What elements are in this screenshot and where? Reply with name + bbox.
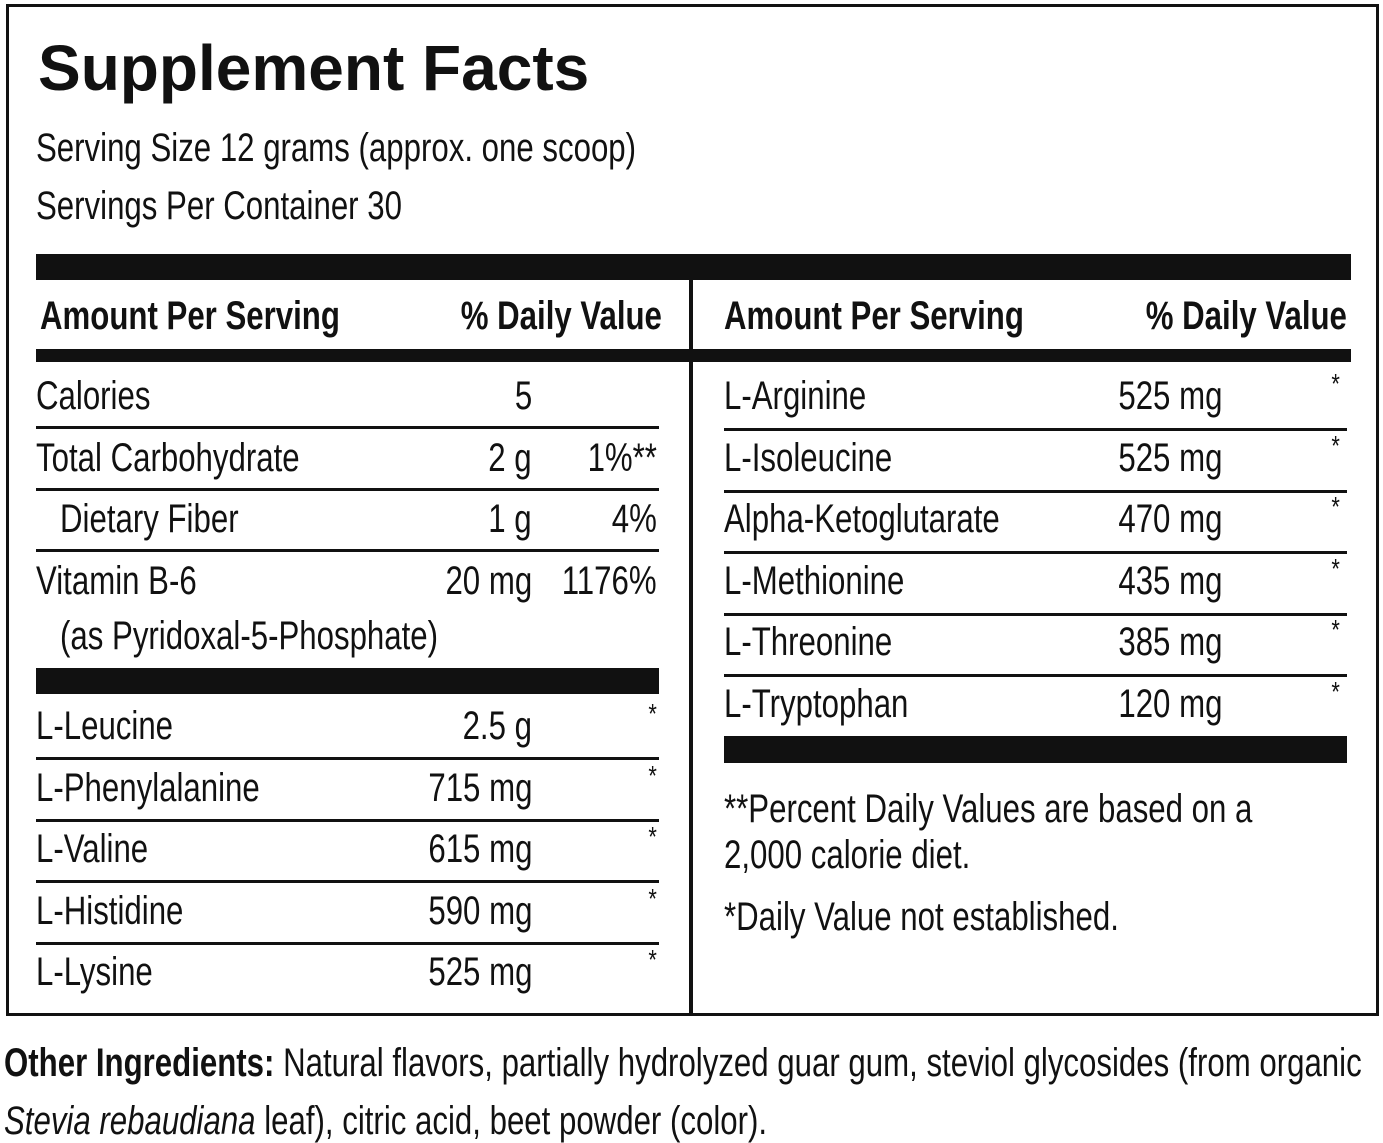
daily-value: 1%** [587,435,657,480]
nutrient-name: L-Methionine [724,558,905,603]
daily-value: * [648,698,657,729]
column-header: Amount Per Serving [40,294,340,338]
nutrient-note: (as Pyridoxal-5-Phosphate) [60,613,439,658]
nutrient-amount: 590 mg [427,888,532,933]
nutrient-amount: 435 mg [1117,558,1222,603]
column-header: % Daily Value [460,294,662,338]
row-rule [724,612,1347,616]
footnote: **Percent Daily Values are based on a 2,… [724,787,1253,877]
daily-value: * [648,759,657,791]
nutrient-amount: 525 mg [1117,374,1222,418]
nutrient-amount: 1 g [488,497,532,541]
footnote: *Daily Value not established. [724,895,1119,939]
daily-value: * [1331,614,1340,645]
row-rule [36,880,659,883]
ingredients-text: Natural flavors, partially hydrolyzed gu… [274,1041,1362,1085]
header-bar [36,349,1351,362]
nutrient-amount: 615 mg [427,827,532,871]
nutrient-amount: 470 mg [1117,497,1222,541]
other-ingredients: Other Ingredients: Natural flavors, part… [4,1034,1383,1143]
daily-value: * [648,944,657,975]
nutrient-amount: 385 mg [1117,620,1222,664]
nutrient-amount: 525 mg [1117,435,1222,480]
nutrient-amount: 525 mg [427,950,532,994]
nutrient-name: Vitamin B-6 [36,558,197,603]
nutrient-name: L-Tryptophan [724,681,909,726]
column-header: % Daily Value [1145,294,1347,338]
daily-value: * [1331,491,1340,522]
daily-value: * [648,821,657,852]
nutrient-name: Alpha-Ketoglutarate [724,497,1000,541]
row-rule [36,487,659,491]
daily-value: * [1331,368,1340,399]
nutrient-amount: 120 mg [1117,681,1222,726]
row-rule [36,818,659,822]
thick-bar [36,254,1351,280]
other-ingredients-label: Other Ingredients: [4,1041,275,1085]
nutrient-amount: 2.5 g [462,704,532,748]
nutrient-name: Dietary Fiber [60,497,239,541]
daily-value: * [1331,552,1340,584]
daily-value: * [648,882,657,914]
daily-value: 1176% [562,558,657,603]
nutrient-name: Calories [36,374,151,418]
group-bar [36,668,659,694]
nutrient-name: L-Arginine [724,374,867,418]
row-rule [724,674,1347,677]
nutrient-name: L-Isoleucine [724,435,893,480]
nutrient-name: L-Valine [36,827,149,871]
serving-size: Serving Size 12 grams (approx. one scoop… [36,126,637,170]
label-box [6,4,1379,1016]
daily-value: * [1331,675,1340,707]
row-rule [724,551,1347,554]
nutrient-amount: 715 mg [427,765,532,810]
nutrient-name: L-Histidine [36,888,184,933]
nutrient-amount: 5 [514,374,532,418]
servings-per-container: Servings Per Container 30 [36,184,402,228]
row-rule [724,428,1347,431]
nutrient-amount: 2 g [488,435,532,480]
end-bar [724,736,1347,763]
row-rule [724,489,1347,493]
nutrient-name: L-Phenylalanine [36,765,260,810]
nutrient-name: L-Lysine [36,950,153,994]
nutrient-amount: 20 mg [445,558,532,603]
nutrient-name: L-Threonine [724,620,893,664]
ingredients-text: leaf), citric acid, beet powder (color). [255,1099,768,1143]
title: Supplement Facts [38,32,590,104]
ingredients-italic: Stevia rebaudiana [4,1099,256,1143]
nutrient-name: L-Leucine [36,704,174,748]
nutrient-name: Total Carbohydrate [36,435,300,480]
row-rule [36,549,659,552]
row-rule [36,426,659,429]
footnotes: **Percent Daily Values are based on a 2,… [724,786,1286,940]
daily-value: * [1331,429,1340,461]
row-rule [36,757,659,760]
column-header: Amount Per Serving [724,294,1024,338]
daily-value: 4% [611,497,657,541]
row-rule [36,941,659,945]
column-divider [689,280,693,1013]
